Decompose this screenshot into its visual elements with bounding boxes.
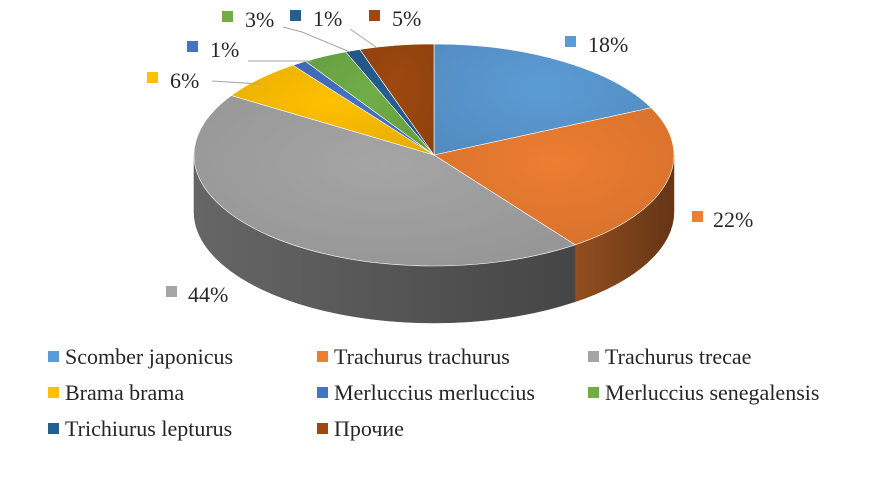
legend-swatch-6 bbox=[48, 423, 59, 434]
pie-slice-2 bbox=[193, 95, 576, 267]
legend-swatch-1 bbox=[317, 351, 328, 362]
legend-swatch-2 bbox=[588, 351, 599, 362]
data-label-0: 18% bbox=[588, 32, 628, 57]
leader-line-3 bbox=[211, 80, 261, 85]
legend-entry-0: Scomber japonicus bbox=[65, 344, 233, 369]
data-label-swatch-0 bbox=[565, 36, 576, 47]
data-label-6: 1% bbox=[313, 6, 342, 31]
pie-slice-7 bbox=[359, 43, 435, 156]
leader-line-5 bbox=[282, 26, 351, 53]
data-label-1: 22% bbox=[713, 207, 753, 232]
legend-swatch-7 bbox=[317, 423, 328, 434]
data-label-3: 6% bbox=[170, 68, 199, 93]
legend-entry-4: Merluccius merluccius bbox=[334, 380, 535, 405]
data-label-swatch-1 bbox=[692, 211, 703, 222]
legend-entry-5: Merluccius senegalensis bbox=[605, 380, 819, 405]
legend-swatch-3 bbox=[48, 387, 59, 398]
pie-slice-0 bbox=[433, 43, 652, 156]
legend-entry-2: Trachurus trecae bbox=[605, 344, 751, 369]
data-label-swatch-4 bbox=[187, 41, 198, 52]
legend-swatch-4 bbox=[317, 387, 328, 398]
data-label-swatch-6 bbox=[290, 10, 301, 21]
data-label-swatch-5 bbox=[222, 11, 233, 22]
legend-entry-6: Trichiurus lepturus bbox=[65, 416, 232, 441]
legend-entry-7: Прочие bbox=[334, 416, 404, 441]
data-label-4: 1% bbox=[210, 37, 239, 62]
legend-entry-3: Brama brama bbox=[65, 380, 184, 405]
data-label-swatch-7 bbox=[369, 10, 380, 21]
legend-swatch-0 bbox=[48, 351, 59, 362]
data-label-swatch-2 bbox=[166, 286, 177, 297]
data-label-2: 44% bbox=[188, 282, 228, 307]
data-label-7: 5% bbox=[392, 6, 421, 31]
data-label-swatch-3 bbox=[147, 72, 158, 83]
pie-slice-1 bbox=[433, 107, 675, 246]
data-labels: 18%22%44%6%1%3% 1% 5% bbox=[147, 6, 753, 307]
leader-lines bbox=[211, 26, 377, 85]
data-label-5: 3% bbox=[245, 7, 274, 32]
legend: Scomber japonicus Trachurus trachurus Trac… bbox=[48, 344, 819, 441]
pie-tops bbox=[193, 43, 675, 267]
leader-line-6 bbox=[349, 28, 377, 48]
legend-entry-1: Trachurus trachurus bbox=[334, 344, 510, 369]
legend-swatch-5 bbox=[588, 387, 599, 398]
